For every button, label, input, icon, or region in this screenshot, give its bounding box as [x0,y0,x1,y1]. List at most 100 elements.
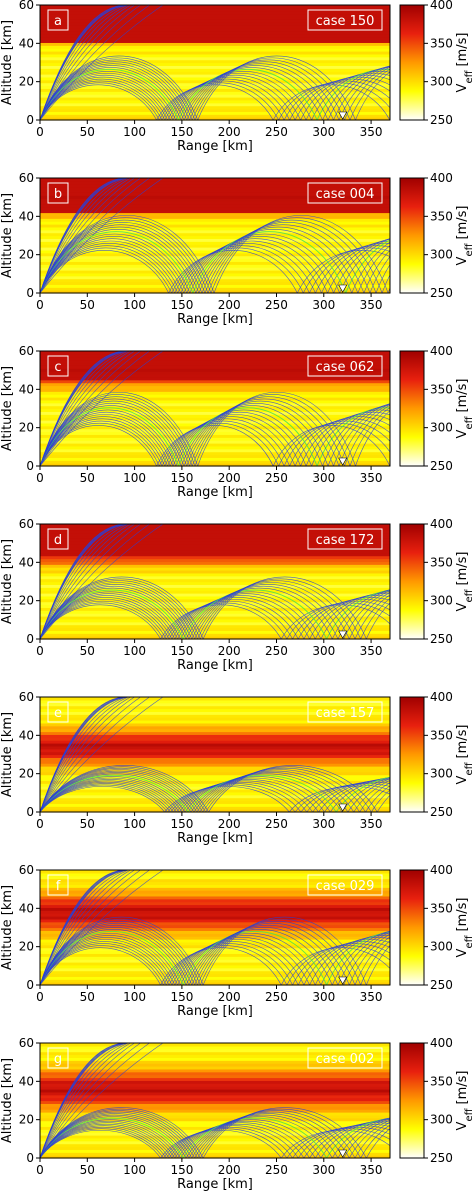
ducted-ray [40,215,390,293]
ducted-ray [40,929,390,985]
escaping-ray [40,697,135,812]
x-tick-label: 100 [123,644,146,658]
ducted-ray [40,231,390,293]
panel-f: 0 50 100 150 200 250 300 350 0 20 40 60 Range [km] Al… [0,863,474,1019]
colorbar-tick-label: 400 [430,344,453,358]
escaping-ray [40,870,164,985]
colorbar-tick-label: 300 [430,1113,453,1127]
plot-frame [39,1042,391,1159]
colorbar-gradient [399,696,425,813]
x-tick-label: 300 [312,990,335,1004]
receiver-marker [338,457,348,466]
colorbar-tick-label: 350 [430,382,453,396]
colorbar-tick-label: 250 [430,113,453,127]
escaping-ray [40,1043,135,1158]
ducted-ray [40,933,390,985]
escaping-ray [40,1043,127,1158]
colorbar-tick-label: 400 [430,517,453,531]
ducted-ray [40,770,390,812]
y-tick-label: 0 [26,1151,34,1165]
y-axis-label: Altitude [km] [0,366,15,451]
y-axis-label: Altitude [km] [0,20,15,105]
panel-g: 0 50 100 150 200 250 300 350 0 20 40 60 Range [km] Al… [0,1036,474,1192]
x-tick-label: 0 [36,298,44,312]
ducted-ray [40,233,390,293]
y-tick-label: 60 [19,517,34,531]
panel-e: 0 50 100 150 200 250 300 350 0 20 40 60 Range [km] Al… [0,690,474,846]
ducted-ray [40,73,390,120]
y-tick-label: 0 [26,632,34,646]
y-axis-label: Altitude [km] [0,539,15,624]
x-axis-label: Range [km] [177,1004,253,1019]
x-tick-label: 300 [312,817,335,831]
y-tick-label: 60 [19,1036,34,1050]
colorbar-gradient [399,523,425,640]
x-tick-label: 150 [170,471,193,485]
ducted-ray [40,1119,390,1158]
colorbar-tick-label: 350 [430,209,453,223]
x-tick-label: 150 [170,817,193,831]
ducted-ray [40,394,390,466]
ducted-ray [40,71,390,120]
case-label: case 002 [316,1052,375,1067]
escaping-ray [40,697,131,812]
x-tick-label: 300 [312,644,335,658]
colorbar-tick-label: 300 [430,75,453,89]
ray-paths [40,1043,390,1158]
colorbar-tick-label: 350 [430,728,453,742]
y-tick-label: 20 [19,248,34,262]
colorbar-tick-label: 350 [430,901,453,915]
panel-letter: g [54,1052,62,1067]
x-tick-label: 50 [80,990,95,1004]
ducted-ray [40,63,390,120]
escaping-ray [40,697,133,812]
ducted-ray [40,925,390,985]
y-tick-label: 40 [19,728,34,742]
x-tick-label: 200 [218,817,241,831]
case-label: case 157 [316,706,375,721]
colorbar-tick-label: 250 [430,978,453,992]
colorbar-tick-label: 300 [430,594,453,608]
ducted-ray [40,582,390,639]
ducted-ray [40,578,390,639]
ducted-ray [40,217,390,293]
panel-letter: d [54,533,62,548]
colorbar-tick-label: 400 [430,1036,453,1050]
x-tick-label: 200 [218,471,241,485]
ducted-ray [40,1115,390,1158]
ducted-ray [40,584,390,639]
ducted-ray [40,1113,390,1158]
ducted-ray [40,926,390,985]
x-tick-label: 0 [36,817,44,831]
panel-letter: a [54,14,62,29]
ducted-ray [40,236,390,293]
x-tick-label: 200 [218,644,241,658]
y-tick-label: 40 [19,36,34,50]
colorbar: 250 300 350 400 Veff[m/s] [399,517,474,646]
colorbar-label: Veff[m/s] [455,1071,474,1131]
x-tick-label: 200 [218,298,241,312]
case-label: case 172 [316,533,375,548]
ducted-ray [40,59,390,120]
ducted-ray [40,1107,390,1158]
plot-frame [39,350,391,467]
plot-frame [39,523,391,640]
escaping-ray [40,178,133,293]
case-label-box [307,874,383,896]
receiver-marker [338,976,348,985]
ducted-ray [40,767,390,812]
x-tick-label: 50 [80,644,95,658]
panel-letter: b [54,187,62,202]
x-tick-label: 0 [36,1163,44,1177]
ducted-ray [40,923,390,985]
panel-letter-box [47,355,69,377]
ducted-ray [40,398,390,466]
x-tick-label: 0 [36,990,44,1004]
panel-letter-box [47,701,69,723]
panel-a: 0 50 100 150 200 250 300 350 0 20 40 60 Range [km] Al… [0,0,474,154]
colorbar-tick-label: 250 [430,1151,453,1165]
colorbar-tick-label: 300 [430,940,453,954]
ray-paths [40,524,390,639]
ducted-ray [40,240,390,293]
panel-d: 0 50 100 150 200 250 300 350 0 20 40 60 Range [km] Al… [0,517,474,673]
